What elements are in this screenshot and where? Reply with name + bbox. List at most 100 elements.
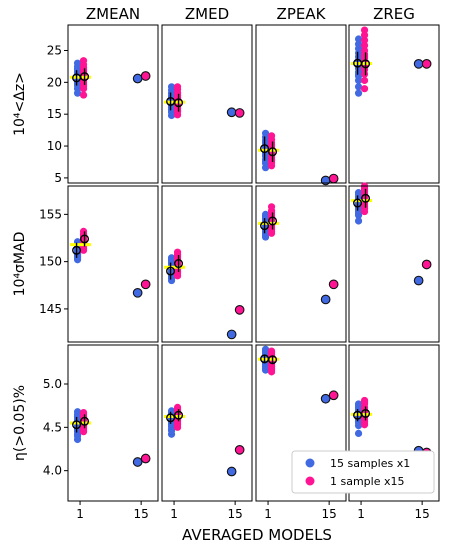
blue-mean-marker xyxy=(353,198,363,208)
legend-label-pink: 1 sample x15 xyxy=(330,475,405,488)
panel-zpeak-row1 xyxy=(255,24,347,186)
blue-mean-marker xyxy=(260,144,270,154)
panel-zmean-row2: 145 150 155 xyxy=(39,185,159,343)
blue-mean-marker xyxy=(260,221,270,231)
y-tick-label: 4.0 xyxy=(43,464,62,478)
blue-point xyxy=(73,432,82,440)
blue-point xyxy=(261,347,270,355)
panel-zmed-row2 xyxy=(161,185,253,343)
panel-frame xyxy=(348,185,440,343)
blue-point xyxy=(261,151,270,159)
panel-zmean-row3: 4.0 4.5 5.0 1 15 xyxy=(43,344,159,521)
blue-point xyxy=(354,83,363,91)
legend-frame xyxy=(291,450,435,494)
panel-frame xyxy=(255,185,347,343)
x-tick-label: 15 xyxy=(228,507,243,521)
pink-point xyxy=(360,419,369,427)
pink-avg15-point xyxy=(140,453,151,464)
y-tick-label: 25 xyxy=(47,43,62,57)
blue-avg15-point xyxy=(413,59,424,69)
blue-avg15-point xyxy=(320,294,331,305)
pink-mean-marker xyxy=(268,216,278,226)
pink-point xyxy=(173,106,182,114)
blue-mean-marker xyxy=(72,245,82,255)
blue-mean-marker xyxy=(72,420,82,430)
blue-point xyxy=(354,402,363,410)
pink-point xyxy=(360,398,369,406)
pink-mean-marker xyxy=(268,147,278,157)
column-title: ZMEAN xyxy=(86,5,140,23)
panel-zpeak-row2 xyxy=(255,185,347,343)
panel-zpeak-row3: 1 15 xyxy=(255,344,347,521)
blue-point xyxy=(354,209,363,218)
y-tick-label: 5.0 xyxy=(43,377,62,391)
y-tick-label: 20 xyxy=(47,75,62,89)
pink-mean-marker xyxy=(80,234,90,244)
blue-avg15-point xyxy=(226,466,237,477)
y-tick-label: 15 xyxy=(47,107,62,121)
blue-point xyxy=(354,89,363,97)
pink-point xyxy=(360,186,369,194)
column-title: ZMED xyxy=(185,5,229,23)
x-tick-label: 1 xyxy=(170,507,178,521)
blue-avg15-point xyxy=(132,73,143,84)
pink-point xyxy=(173,257,182,265)
pink-mean-marker xyxy=(80,416,90,426)
y-tick-label: 5 xyxy=(54,171,62,185)
blue-point xyxy=(354,190,363,199)
pink-point xyxy=(79,82,88,90)
legend-marker-blue xyxy=(305,458,315,468)
pink-mean-marker xyxy=(361,193,371,203)
y-tick-label: 145 xyxy=(39,302,62,316)
column-title: ZREG xyxy=(373,5,415,23)
pink-point xyxy=(173,421,182,429)
pink-avg15-point xyxy=(421,59,432,69)
pink-avg15-point xyxy=(328,390,339,401)
pink-point xyxy=(173,83,182,91)
y-axis-label: η(>0.05)% xyxy=(12,385,28,461)
x-tick-label: 15 xyxy=(322,507,337,521)
pink-point xyxy=(360,85,369,93)
panel-frame xyxy=(348,344,440,502)
pink-mean-marker xyxy=(80,72,90,82)
panel-frame xyxy=(161,185,253,343)
blue-point xyxy=(261,129,270,137)
blue-mean-marker xyxy=(166,413,176,423)
pink-point xyxy=(267,203,276,211)
pink-point xyxy=(267,132,276,140)
x-tick-label: 1 xyxy=(76,507,84,521)
pink-point xyxy=(173,250,182,258)
blue-point xyxy=(167,427,176,435)
blue-avg15-point xyxy=(132,287,143,298)
x-axis-label: AVERAGED MODELS xyxy=(182,526,332,544)
blue-point xyxy=(73,410,82,418)
blue-mean-marker xyxy=(353,410,363,420)
panel-zreg-row2 xyxy=(348,182,440,343)
pink-point xyxy=(267,349,276,357)
blue-point xyxy=(261,138,270,146)
pink-point xyxy=(360,31,369,39)
panel-frame xyxy=(161,24,253,184)
blue-avg15-point xyxy=(226,107,237,118)
pink-avg15-point xyxy=(140,279,151,290)
pink-mean-marker xyxy=(361,408,371,418)
x-tick-label: 1 xyxy=(264,507,272,521)
pink-avg15-point xyxy=(234,305,245,315)
blue-point xyxy=(261,231,270,239)
pink-point xyxy=(267,208,276,217)
pink-point xyxy=(79,57,88,65)
pink-avg15-point xyxy=(328,173,339,184)
pink-point xyxy=(360,52,369,60)
pink-avg15-point xyxy=(140,71,151,81)
legend-label-blue: 15 samples x1 xyxy=(330,457,410,470)
blue-point xyxy=(261,157,270,165)
pink-mean-marker xyxy=(361,59,371,69)
pink-avg15-point xyxy=(421,259,432,270)
panel-frame xyxy=(67,24,159,184)
blue-point xyxy=(354,71,363,79)
pink-point xyxy=(173,269,182,277)
pink-avg15-point xyxy=(234,108,245,118)
panel-frame xyxy=(255,24,347,184)
pink-point xyxy=(173,403,182,411)
